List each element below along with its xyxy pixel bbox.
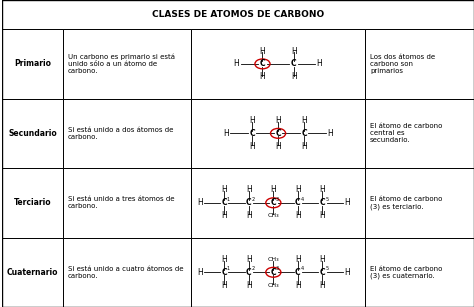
Text: Cuaternario: Cuaternario: [7, 268, 58, 277]
Text: H: H: [246, 211, 252, 220]
Text: C: C: [249, 129, 255, 138]
Text: C: C: [260, 59, 265, 68]
Text: 3: 3: [276, 197, 279, 202]
Text: 4: 4: [301, 266, 304, 271]
Text: C: C: [246, 268, 252, 277]
Bar: [63, 168, 191, 238]
Text: 5: 5: [325, 266, 328, 271]
Text: 2: 2: [252, 197, 255, 202]
Bar: [2, 168, 63, 238]
Text: H: H: [275, 116, 281, 125]
Bar: [2, 238, 63, 307]
Text: H: H: [271, 185, 276, 194]
Text: H: H: [295, 211, 301, 220]
Bar: [365, 99, 474, 168]
Text: 1: 1: [227, 197, 230, 202]
Text: H: H: [260, 72, 265, 81]
Text: C: C: [246, 198, 252, 207]
Bar: [191, 238, 365, 307]
Text: H: H: [319, 185, 325, 194]
Text: C: C: [301, 129, 307, 138]
Bar: [365, 238, 474, 307]
Text: H: H: [317, 59, 322, 68]
Text: H: H: [246, 281, 252, 290]
Text: 2: 2: [252, 266, 255, 271]
Text: H: H: [221, 255, 227, 264]
Bar: [2, 99, 63, 168]
Text: Terciario: Terciario: [14, 198, 51, 207]
Text: Si está unido a tres átomos de
carbono.: Si está unido a tres átomos de carbono.: [68, 196, 174, 209]
Text: Si está unido a cuatro átomos de
carbono.: Si está unido a cuatro átomos de carbono…: [68, 266, 183, 279]
Text: C: C: [319, 268, 325, 277]
Text: El átomo de carbono
(3) es cuaternario.: El átomo de carbono (3) es cuaternario.: [370, 266, 443, 279]
Text: H: H: [221, 211, 227, 220]
Text: H: H: [249, 142, 255, 151]
Text: H: H: [291, 46, 297, 56]
Text: CH₃: CH₃: [267, 257, 279, 262]
Text: H: H: [197, 268, 202, 277]
Text: H: H: [295, 255, 301, 264]
Text: 5: 5: [325, 197, 328, 202]
Text: H: H: [197, 198, 202, 207]
Text: H: H: [246, 255, 252, 264]
Text: H: H: [275, 142, 281, 151]
Text: H: H: [344, 268, 350, 277]
Text: H: H: [234, 59, 239, 68]
Text: C: C: [295, 268, 301, 277]
Text: H: H: [301, 142, 307, 151]
Text: CH₃: CH₃: [267, 283, 279, 288]
Bar: [191, 99, 365, 168]
Bar: [63, 238, 191, 307]
Text: H: H: [221, 185, 227, 194]
Text: 3: 3: [276, 266, 279, 271]
Text: Si está unido a dos átomos de
carbono.: Si está unido a dos átomos de carbono.: [68, 127, 173, 140]
Text: Los dos átomos de
carbono son
primarios: Los dos átomos de carbono son primarios: [370, 54, 435, 74]
Text: CLASES DE ATOMOS DE CARBONO: CLASES DE ATOMOS DE CARBONO: [152, 10, 324, 19]
Text: C: C: [275, 129, 281, 138]
Text: H: H: [319, 255, 325, 264]
Text: H: H: [223, 129, 229, 138]
Text: C: C: [319, 198, 325, 207]
Text: C: C: [295, 198, 301, 207]
Bar: [365, 168, 474, 238]
Text: C: C: [221, 268, 227, 277]
Text: C: C: [291, 59, 296, 68]
Text: H: H: [319, 281, 325, 290]
Text: C: C: [271, 268, 276, 277]
Text: Primario: Primario: [14, 59, 51, 68]
Text: H: H: [319, 211, 325, 220]
Text: C: C: [271, 198, 276, 207]
Text: H: H: [291, 72, 297, 81]
Text: H: H: [301, 116, 307, 125]
Text: H: H: [344, 198, 350, 207]
Bar: [365, 29, 474, 99]
Bar: [191, 29, 365, 99]
Text: H: H: [327, 129, 333, 138]
Text: El átomo de carbono
central es
secundario.: El átomo de carbono central es secundari…: [370, 123, 443, 143]
Text: C: C: [221, 198, 227, 207]
Bar: [63, 99, 191, 168]
Text: Un carbono es primario si está
unido sólo a un átomo de
carbono.: Un carbono es primario si está unido sól…: [68, 54, 175, 74]
Bar: [2, 29, 63, 99]
Text: CH₃: CH₃: [267, 213, 279, 218]
Text: H: H: [295, 185, 301, 194]
Text: H: H: [246, 185, 252, 194]
Bar: [191, 168, 365, 238]
Text: H: H: [260, 46, 265, 56]
Bar: [2, 0, 474, 29]
Text: El átomo de carbono
(3) es terciario.: El átomo de carbono (3) es terciario.: [370, 196, 443, 210]
Bar: [63, 29, 191, 99]
Text: H: H: [221, 281, 227, 290]
Text: Secundario: Secundario: [8, 129, 57, 138]
Text: 1: 1: [227, 266, 230, 271]
Text: 4: 4: [301, 197, 304, 202]
Text: H: H: [249, 116, 255, 125]
Text: H: H: [295, 281, 301, 290]
